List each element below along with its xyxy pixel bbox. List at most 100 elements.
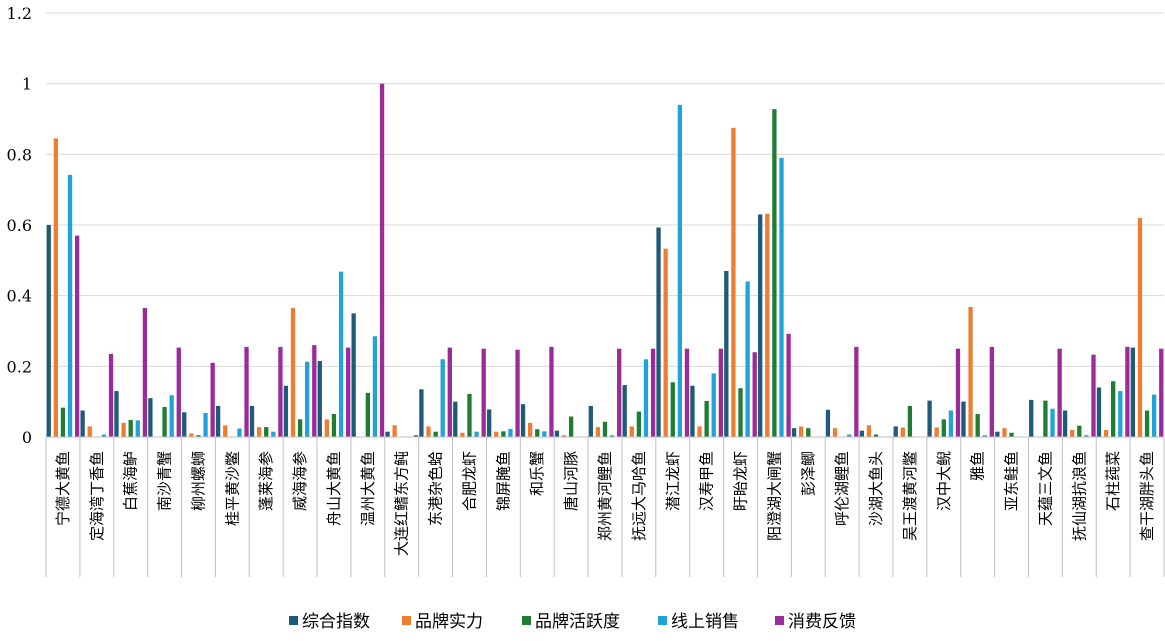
bar	[1096, 387, 1102, 437]
bar	[317, 361, 322, 437]
bar	[210, 362, 215, 437]
x-tick-label: 威海海参	[291, 451, 309, 511]
legend-label: 品牌活跃度	[535, 612, 620, 632]
bar	[67, 174, 73, 437]
legend-swatch	[402, 616, 411, 625]
bar	[297, 419, 303, 437]
bar	[961, 401, 966, 437]
bar	[697, 426, 702, 437]
bar	[765, 213, 770, 437]
bar	[595, 427, 601, 437]
bar	[1111, 381, 1116, 437]
bar	[1043, 400, 1048, 437]
bar	[379, 83, 385, 438]
legend-swatch	[775, 616, 784, 625]
x-tick-label: 南沙青蟹	[156, 451, 174, 511]
bar	[1002, 428, 1007, 437]
bar	[772, 109, 777, 438]
bar	[554, 430, 560, 437]
bar	[346, 347, 351, 437]
bar	[365, 392, 370, 437]
bar	[108, 353, 114, 437]
bar	[135, 420, 140, 437]
x-tick-label: 唐山河豚	[562, 451, 580, 511]
bar	[278, 346, 283, 437]
bar	[453, 401, 458, 437]
bar	[643, 359, 649, 437]
x-tick-label: 亚东鲑鱼	[1003, 451, 1021, 511]
bar	[588, 405, 593, 437]
bar	[351, 313, 356, 437]
legend-label: 品牌实力	[415, 612, 483, 632]
x-tick-label: 雅鱼	[969, 451, 987, 481]
bar	[46, 225, 51, 437]
bar	[1062, 410, 1068, 437]
bar	[460, 432, 465, 437]
x-tick-label: 定海湾丁香鱼	[88, 451, 106, 541]
bar	[535, 429, 540, 437]
y-tick-labels: 0 0.2 0.4 0.6 0.8 1 1.2	[7, 4, 32, 447]
legend-label: 线上销售	[671, 612, 739, 632]
bar	[893, 426, 898, 437]
bar	[128, 420, 133, 437]
bar	[527, 422, 533, 437]
x-tick-label: 彭泽鲫	[799, 451, 817, 496]
x-tick-label: 阳澄湖大闸蟹	[765, 451, 783, 541]
bar	[1091, 354, 1096, 437]
bar	[324, 419, 330, 437]
bar	[650, 348, 656, 437]
x-tick-label: 查干湖胖头鱼	[1138, 451, 1156, 541]
x-tick-label: 呼伦湖鲤鱼	[833, 451, 851, 526]
bar	[791, 428, 797, 437]
bar	[182, 412, 187, 437]
bar	[385, 431, 390, 437]
bar	[758, 214, 763, 437]
bar	[568, 416, 574, 437]
bar	[690, 385, 695, 437]
bar	[249, 405, 255, 437]
x-tick-label: 潜江龙虾	[664, 451, 682, 511]
bars	[46, 83, 1164, 438]
bar	[426, 426, 431, 437]
legend: 综合指数 品牌实力 品牌活跃度 线上销售 消费反馈	[289, 612, 856, 632]
bar	[1070, 429, 1075, 437]
bar	[256, 427, 262, 437]
bar	[196, 435, 201, 437]
bar	[995, 431, 1000, 437]
bar	[413, 435, 419, 437]
bar	[975, 414, 980, 437]
bar	[142, 308, 148, 437]
x-tick-label: 舟山大黄鱼	[325, 451, 343, 526]
legend-swatch	[658, 616, 667, 625]
legend-swatch	[522, 616, 531, 625]
bar	[392, 425, 397, 437]
bar	[1159, 348, 1164, 437]
bar	[622, 385, 627, 437]
bar	[189, 433, 194, 437]
bar	[745, 281, 750, 437]
bar	[312, 345, 317, 437]
x-tick-label: 抚仙湖抗浪鱼	[1070, 451, 1088, 541]
bar	[779, 157, 784, 437]
bar	[724, 270, 729, 437]
bar	[602, 421, 608, 437]
bar	[1077, 425, 1082, 437]
bar	[60, 407, 66, 437]
bar	[854, 346, 859, 437]
bar	[825, 409, 831, 437]
bar	[549, 346, 554, 437]
bar	[1009, 432, 1014, 437]
bar	[663, 248, 668, 437]
bar	[372, 336, 378, 437]
bar	[670, 382, 675, 437]
y-tick-label: 0.6	[7, 216, 32, 235]
bar	[656, 227, 661, 437]
bar	[752, 352, 757, 437]
bar	[968, 306, 973, 437]
x-tick-label: 宁德大黄鱼	[54, 451, 72, 526]
bar	[806, 428, 811, 437]
x-tick-label: 汉中大鲵	[935, 451, 953, 511]
bar	[467, 393, 472, 437]
x-tick-label: 温州大黄鱼	[359, 451, 377, 526]
